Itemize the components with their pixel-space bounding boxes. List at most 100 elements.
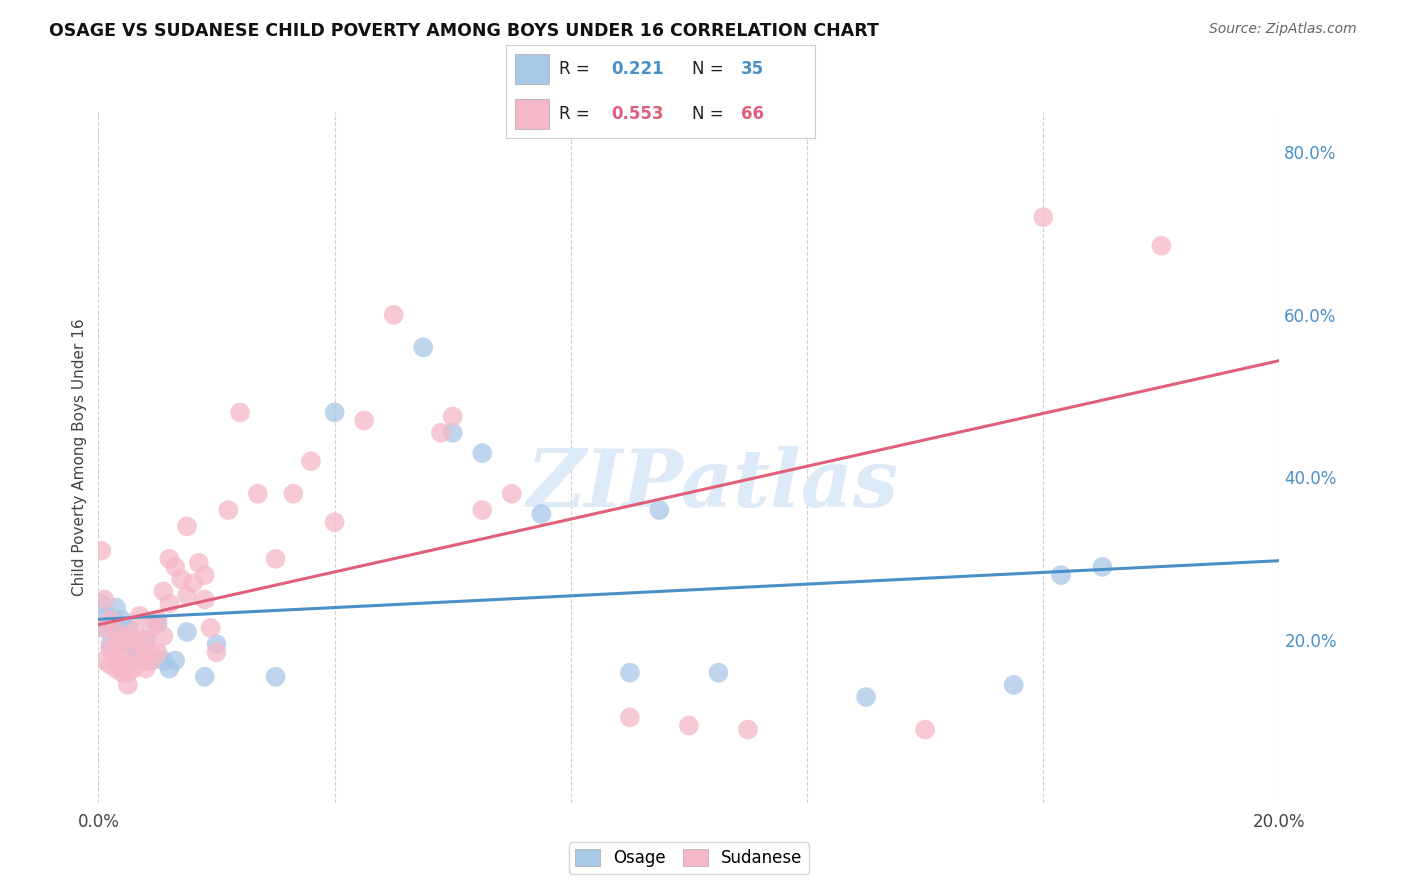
Point <box>157 597 180 611</box>
Point <box>111 613 134 627</box>
Point <box>146 613 169 627</box>
Point <box>128 608 150 623</box>
Point <box>152 653 174 667</box>
Point <box>128 649 150 664</box>
Point <box>105 653 128 667</box>
Point <box>117 678 139 692</box>
Point <box>122 662 145 676</box>
Text: R =: R = <box>558 105 595 123</box>
Point <box>117 637 139 651</box>
Point <box>105 600 128 615</box>
Point <box>93 653 115 667</box>
Point <box>165 653 187 667</box>
Point <box>170 572 193 586</box>
Point <box>90 543 112 558</box>
Text: Source: ZipAtlas.com: Source: ZipAtlas.com <box>1209 22 1357 37</box>
Text: N =: N = <box>692 60 728 78</box>
Point <box>707 665 730 680</box>
Point <box>323 515 346 529</box>
Point <box>135 633 157 648</box>
Point <box>471 446 494 460</box>
Text: 66: 66 <box>741 105 765 123</box>
Text: N =: N = <box>692 105 728 123</box>
Text: R =: R = <box>558 60 595 78</box>
Point <box>246 487 269 501</box>
Point <box>135 633 157 648</box>
Point <box>430 425 453 440</box>
Point <box>93 592 115 607</box>
Point <box>205 645 228 659</box>
Point <box>264 551 287 566</box>
Point <box>122 633 145 648</box>
Point <box>217 503 239 517</box>
Point <box>141 621 163 635</box>
Point <box>187 556 209 570</box>
Text: 35: 35 <box>741 60 765 78</box>
Point <box>353 413 375 427</box>
Point <box>229 405 252 419</box>
Point <box>128 637 150 651</box>
Point <box>111 665 134 680</box>
Point <box>105 637 128 651</box>
Point <box>105 662 128 676</box>
Point <box>194 568 217 582</box>
Point <box>117 665 139 680</box>
Point <box>141 653 163 667</box>
Point <box>135 653 157 667</box>
Point <box>1050 568 1073 582</box>
Text: 0.221: 0.221 <box>612 60 664 78</box>
Point <box>855 690 877 704</box>
Point <box>181 576 204 591</box>
Point <box>98 657 121 672</box>
Point <box>152 629 174 643</box>
Y-axis label: Child Poverty Among Boys Under 16: Child Poverty Among Boys Under 16 <box>72 318 87 596</box>
Point <box>141 653 163 667</box>
Point <box>619 665 641 680</box>
Point <box>117 621 139 635</box>
Text: OSAGE VS SUDANESE CHILD POVERTY AMONG BOYS UNDER 16 CORRELATION CHART: OSAGE VS SUDANESE CHILD POVERTY AMONG BO… <box>49 22 879 40</box>
Point <box>1091 560 1114 574</box>
Point <box>530 507 553 521</box>
Point <box>117 657 139 672</box>
Point <box>299 454 322 468</box>
Point <box>678 718 700 732</box>
Point <box>176 589 198 603</box>
Point <box>382 308 405 322</box>
Point <box>98 641 121 656</box>
Point <box>93 621 115 635</box>
Point <box>737 723 759 737</box>
Point <box>176 519 198 533</box>
Point <box>111 645 134 659</box>
Point <box>146 616 169 631</box>
Point <box>111 633 134 648</box>
Point <box>122 641 145 656</box>
Point <box>111 653 134 667</box>
Point <box>471 503 494 517</box>
Point <box>200 621 222 635</box>
Point <box>128 645 150 659</box>
Point <box>1032 211 1054 225</box>
Point <box>412 340 434 354</box>
Point <box>90 597 112 611</box>
Text: 0.553: 0.553 <box>612 105 664 123</box>
Point <box>98 616 121 631</box>
Point <box>441 425 464 440</box>
Point <box>205 637 228 651</box>
Text: ZIPatlas: ZIPatlas <box>526 446 898 524</box>
Point <box>264 670 287 684</box>
Point <box>98 637 121 651</box>
Point <box>93 621 115 635</box>
Point <box>619 710 641 724</box>
Point <box>117 629 139 643</box>
Point <box>146 645 169 659</box>
Point <box>648 503 671 517</box>
Point <box>105 625 128 640</box>
Point <box>157 551 180 566</box>
Point <box>283 487 305 501</box>
Point <box>96 608 118 623</box>
Point <box>165 560 187 574</box>
Point <box>194 670 217 684</box>
Point <box>122 625 145 640</box>
Point <box>135 662 157 676</box>
Point <box>98 613 121 627</box>
